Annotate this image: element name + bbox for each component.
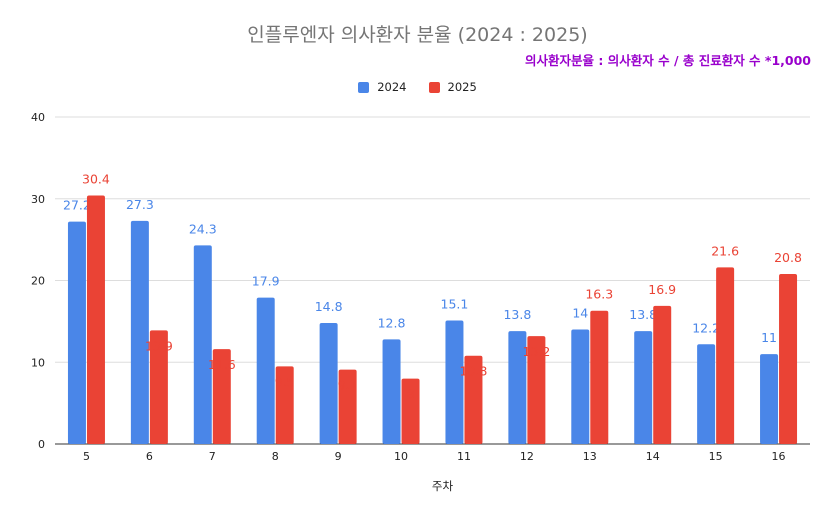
x-tick-label: 12 [520, 450, 534, 463]
x-tick-label: 10 [394, 450, 408, 463]
bar-2025 [149, 330, 168, 444]
data-label-2024: 27.3 [126, 197, 154, 212]
data-label-2025: 10.8 [460, 364, 488, 379]
data-label-2025: 30.4 [82, 171, 110, 186]
bar-2024 [193, 245, 212, 444]
x-tick-label: 7 [209, 450, 216, 463]
bar-2024 [319, 323, 338, 444]
x-tick-label: 6 [146, 450, 153, 463]
bar-2025 [779, 273, 798, 444]
bar-2025 [86, 195, 105, 444]
legend: 2024 2025 [0, 80, 835, 94]
chart-subtitle: 의사환자분율 : 의사환자 수 / 총 진료환자 수 *1,000 [525, 53, 811, 68]
data-label-2024: 13.8 [503, 307, 531, 322]
data-label-2025: 8 [407, 387, 415, 402]
data-label-2024: 14.8 [315, 299, 343, 314]
bar-2024 [130, 220, 149, 444]
legend-swatch-2025 [428, 81, 440, 93]
data-label-2025: 21.6 [711, 243, 739, 258]
y-tick-label: 20 [31, 275, 45, 288]
bar-2025 [338, 369, 357, 444]
bar-2024 [382, 339, 401, 444]
chart-title: 인플루엔자 의사환자 분율 (2024 : 2025) [247, 24, 588, 46]
x-tick-label: 13 [583, 450, 597, 463]
y-tick-label: 40 [31, 111, 45, 124]
data-label-2024: 17.9 [252, 274, 280, 289]
data-label-2025: 9.1 [338, 378, 358, 393]
x-tick-label: 15 [709, 450, 723, 463]
bar-2025 [590, 310, 609, 444]
data-label-2025: 16.9 [648, 282, 676, 297]
data-label-2024: 15.1 [441, 297, 469, 312]
y-tick-label: 30 [31, 193, 45, 206]
data-label-2024: 27.2 [63, 198, 91, 213]
bar-2024 [760, 354, 779, 444]
data-label-2025: 13.2 [522, 344, 550, 359]
data-label-2025: 16.3 [585, 287, 613, 302]
x-tick-label: 16 [772, 450, 786, 463]
bar-2025 [653, 305, 672, 444]
y-tick-label: 0 [38, 438, 45, 451]
data-label-2025: 11.6 [208, 357, 236, 372]
y-tick-label: 10 [31, 356, 45, 369]
data-label-2024: 12.2 [692, 320, 720, 335]
legend-item-2024: 2024 [358, 80, 407, 94]
bar-2024 [256, 297, 275, 444]
legend-item-2025: 2025 [428, 80, 477, 94]
bar-2025 [212, 349, 231, 444]
data-label-2024: 24.3 [189, 221, 217, 236]
legend-label-2024: 2024 [377, 80, 407, 94]
bar-2025 [527, 336, 546, 444]
legend-label-2025: 2025 [447, 80, 477, 94]
data-label-2025: 13.9 [145, 338, 173, 353]
x-axis-title: 주차 [432, 479, 454, 493]
data-label-2024: 14 [572, 306, 588, 321]
data-label-2025: 20.8 [774, 250, 802, 265]
bar-2025 [401, 378, 420, 444]
x-tick-label: 9 [335, 450, 342, 463]
data-label-2024: 12.8 [378, 315, 406, 330]
bar-2024 [571, 329, 590, 444]
x-tick-label: 11 [457, 450, 471, 463]
bar-2024 [508, 331, 527, 444]
data-label-2025: 9.5 [275, 374, 295, 389]
x-tick-label: 8 [272, 450, 279, 463]
bar-2024 [697, 344, 716, 444]
data-label-2024: 13.8 [629, 307, 657, 322]
bar-2025 [716, 267, 735, 444]
x-tick-label: 14 [646, 450, 660, 463]
bar-2025 [464, 355, 483, 444]
bar-2024 [445, 320, 464, 444]
bar-2024 [634, 331, 653, 444]
data-label-2024: 11 [761, 330, 777, 345]
bar-2025 [275, 366, 294, 444]
x-tick-label: 5 [83, 450, 90, 463]
legend-swatch-2024 [358, 81, 370, 93]
bar-2024 [67, 221, 86, 444]
